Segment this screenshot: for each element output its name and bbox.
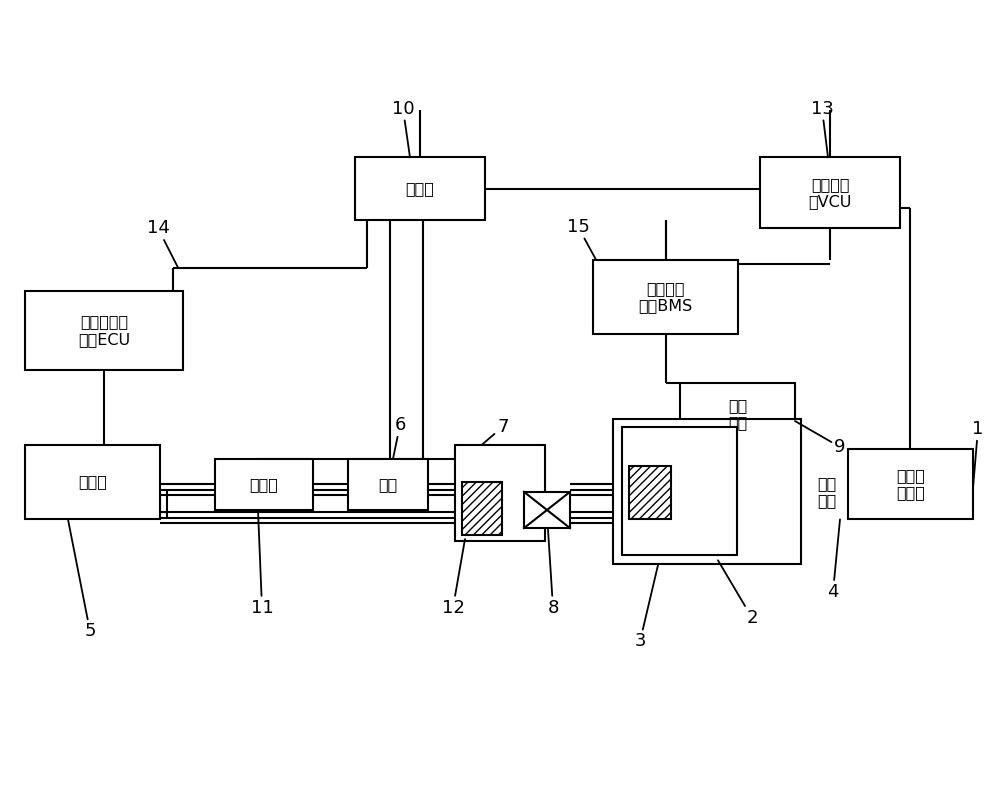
Text: 6: 6 <box>393 416 406 459</box>
Bar <box>348 459 428 510</box>
Text: 发动机: 发动机 <box>78 475 107 490</box>
Text: 动力
电池: 动力 电池 <box>817 475 837 508</box>
Text: 7: 7 <box>482 418 509 445</box>
Text: 14: 14 <box>147 220 178 268</box>
Text: 整车控制
器VCU: 整车控制 器VCU <box>808 176 852 209</box>
Text: 13: 13 <box>811 100 833 157</box>
Text: 9: 9 <box>795 421 846 456</box>
Text: 10: 10 <box>392 100 414 157</box>
Bar <box>760 157 900 228</box>
Text: 控制器: 控制器 <box>406 181 434 197</box>
Bar <box>593 260 738 334</box>
Text: 1: 1 <box>972 420 984 488</box>
Bar <box>629 466 671 519</box>
Text: 2: 2 <box>718 560 758 626</box>
Bar <box>848 449 973 519</box>
Bar <box>622 427 737 555</box>
Bar <box>462 482 502 535</box>
Text: 11: 11 <box>251 510 273 616</box>
Text: 5: 5 <box>68 519 96 640</box>
Text: 电磁阀: 电磁阀 <box>250 477 278 492</box>
Text: 电池管理
系统BMS: 电池管理 系统BMS <box>638 281 693 313</box>
Bar <box>613 419 801 564</box>
Bar <box>455 445 545 541</box>
Text: 发动机电控
单元ECU: 发动机电控 单元ECU <box>78 314 130 347</box>
Bar <box>25 291 183 370</box>
Bar <box>680 383 795 445</box>
Text: 15: 15 <box>567 218 596 260</box>
Text: 12: 12 <box>442 539 465 616</box>
Bar <box>25 445 160 519</box>
Text: 3: 3 <box>634 565 658 650</box>
Bar <box>355 157 485 220</box>
Bar <box>215 459 313 510</box>
Text: 外接充
电接口: 外接充 电接口 <box>896 467 925 501</box>
Bar <box>524 492 570 528</box>
Text: 4: 4 <box>827 519 840 600</box>
Text: 水泵: 水泵 <box>378 477 398 492</box>
Text: 8: 8 <box>547 530 559 616</box>
Text: 控制
开关: 控制 开关 <box>728 397 747 430</box>
